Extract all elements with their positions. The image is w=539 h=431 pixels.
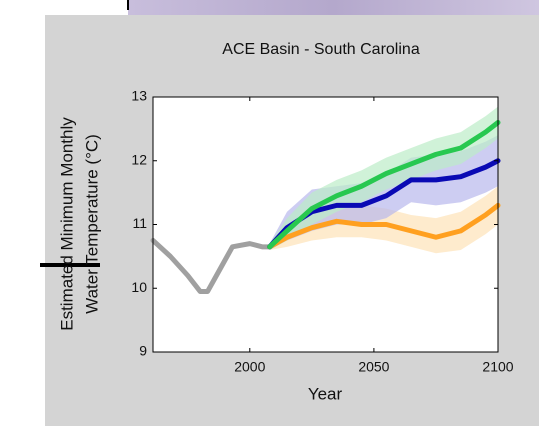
x-tick-label: 2100: [482, 359, 513, 375]
y-tick-label: 9: [139, 343, 147, 359]
y-tick-label: 13: [131, 88, 147, 104]
chart-title: ACE Basin - South Carolina: [222, 41, 420, 58]
x-tick-label: 2000: [234, 359, 265, 375]
x-tick-label: 2050: [358, 359, 389, 375]
x-axis-label: Year: [308, 384, 343, 403]
y-axis-label: Estimated Minimum Monthly: [57, 117, 76, 331]
y-axis-label: Water Temperature (°C): [82, 134, 101, 314]
y-tick-label: 10: [131, 279, 147, 295]
chart: ACE Basin - South Carolina Year Estimate…: [0, 0, 539, 426]
background-strip: [128, 0, 539, 16]
y-tick-label: 12: [131, 151, 147, 167]
page: {"chart_data": {"type": "line", "title":…: [0, 0, 539, 426]
y-tick-label: 11: [132, 215, 147, 231]
